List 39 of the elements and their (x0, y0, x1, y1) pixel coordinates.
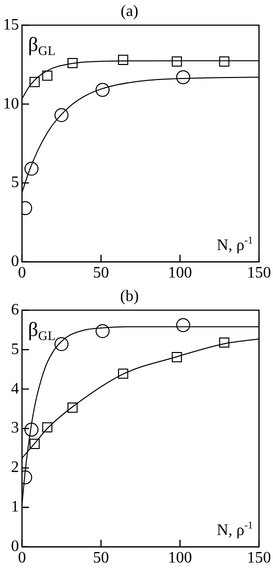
point (24, 422, 38, 437)
point (67, 402, 78, 413)
chart-title: (a) (120, 2, 138, 20)
x-tick-label: 100 (168, 550, 192, 567)
point (172, 56, 182, 67)
point (219, 56, 230, 67)
x-tick-label: 50 (93, 550, 109, 567)
point (96, 82, 110, 97)
y-tick-label: 1 (11, 498, 19, 516)
point (30, 438, 40, 449)
point (67, 58, 78, 68)
y-tick-label: 4 (11, 380, 19, 398)
y-tick-label: 5 (11, 340, 19, 358)
point (54, 337, 68, 352)
point (96, 324, 110, 338)
point (172, 352, 182, 362)
y-tick-label: 0 (11, 538, 19, 556)
point (30, 76, 40, 88)
x-tick-label: 150 (247, 550, 271, 567)
y-tick-label: 6 (11, 301, 19, 318)
point (54, 108, 68, 122)
y-tick-label: 15 (3, 16, 19, 34)
point (176, 70, 190, 84)
y-tick-label: 10 (3, 95, 19, 112)
x-tick-label: 150 (247, 264, 271, 282)
y-tick-label: 3 (11, 420, 19, 437)
x-tick-label: 100 (168, 264, 192, 282)
point (118, 368, 128, 379)
y-tick-label: 5 (11, 174, 19, 192)
point (176, 318, 190, 332)
y-tick-label: 2 (11, 459, 19, 476)
chart-title: (b) (120, 288, 139, 305)
y-tick-label: 0 (11, 253, 19, 270)
point (219, 337, 230, 348)
point (42, 70, 52, 81)
point (24, 162, 38, 176)
point (118, 54, 128, 65)
point (42, 422, 52, 432)
x-tick-label: 50 (93, 264, 109, 282)
